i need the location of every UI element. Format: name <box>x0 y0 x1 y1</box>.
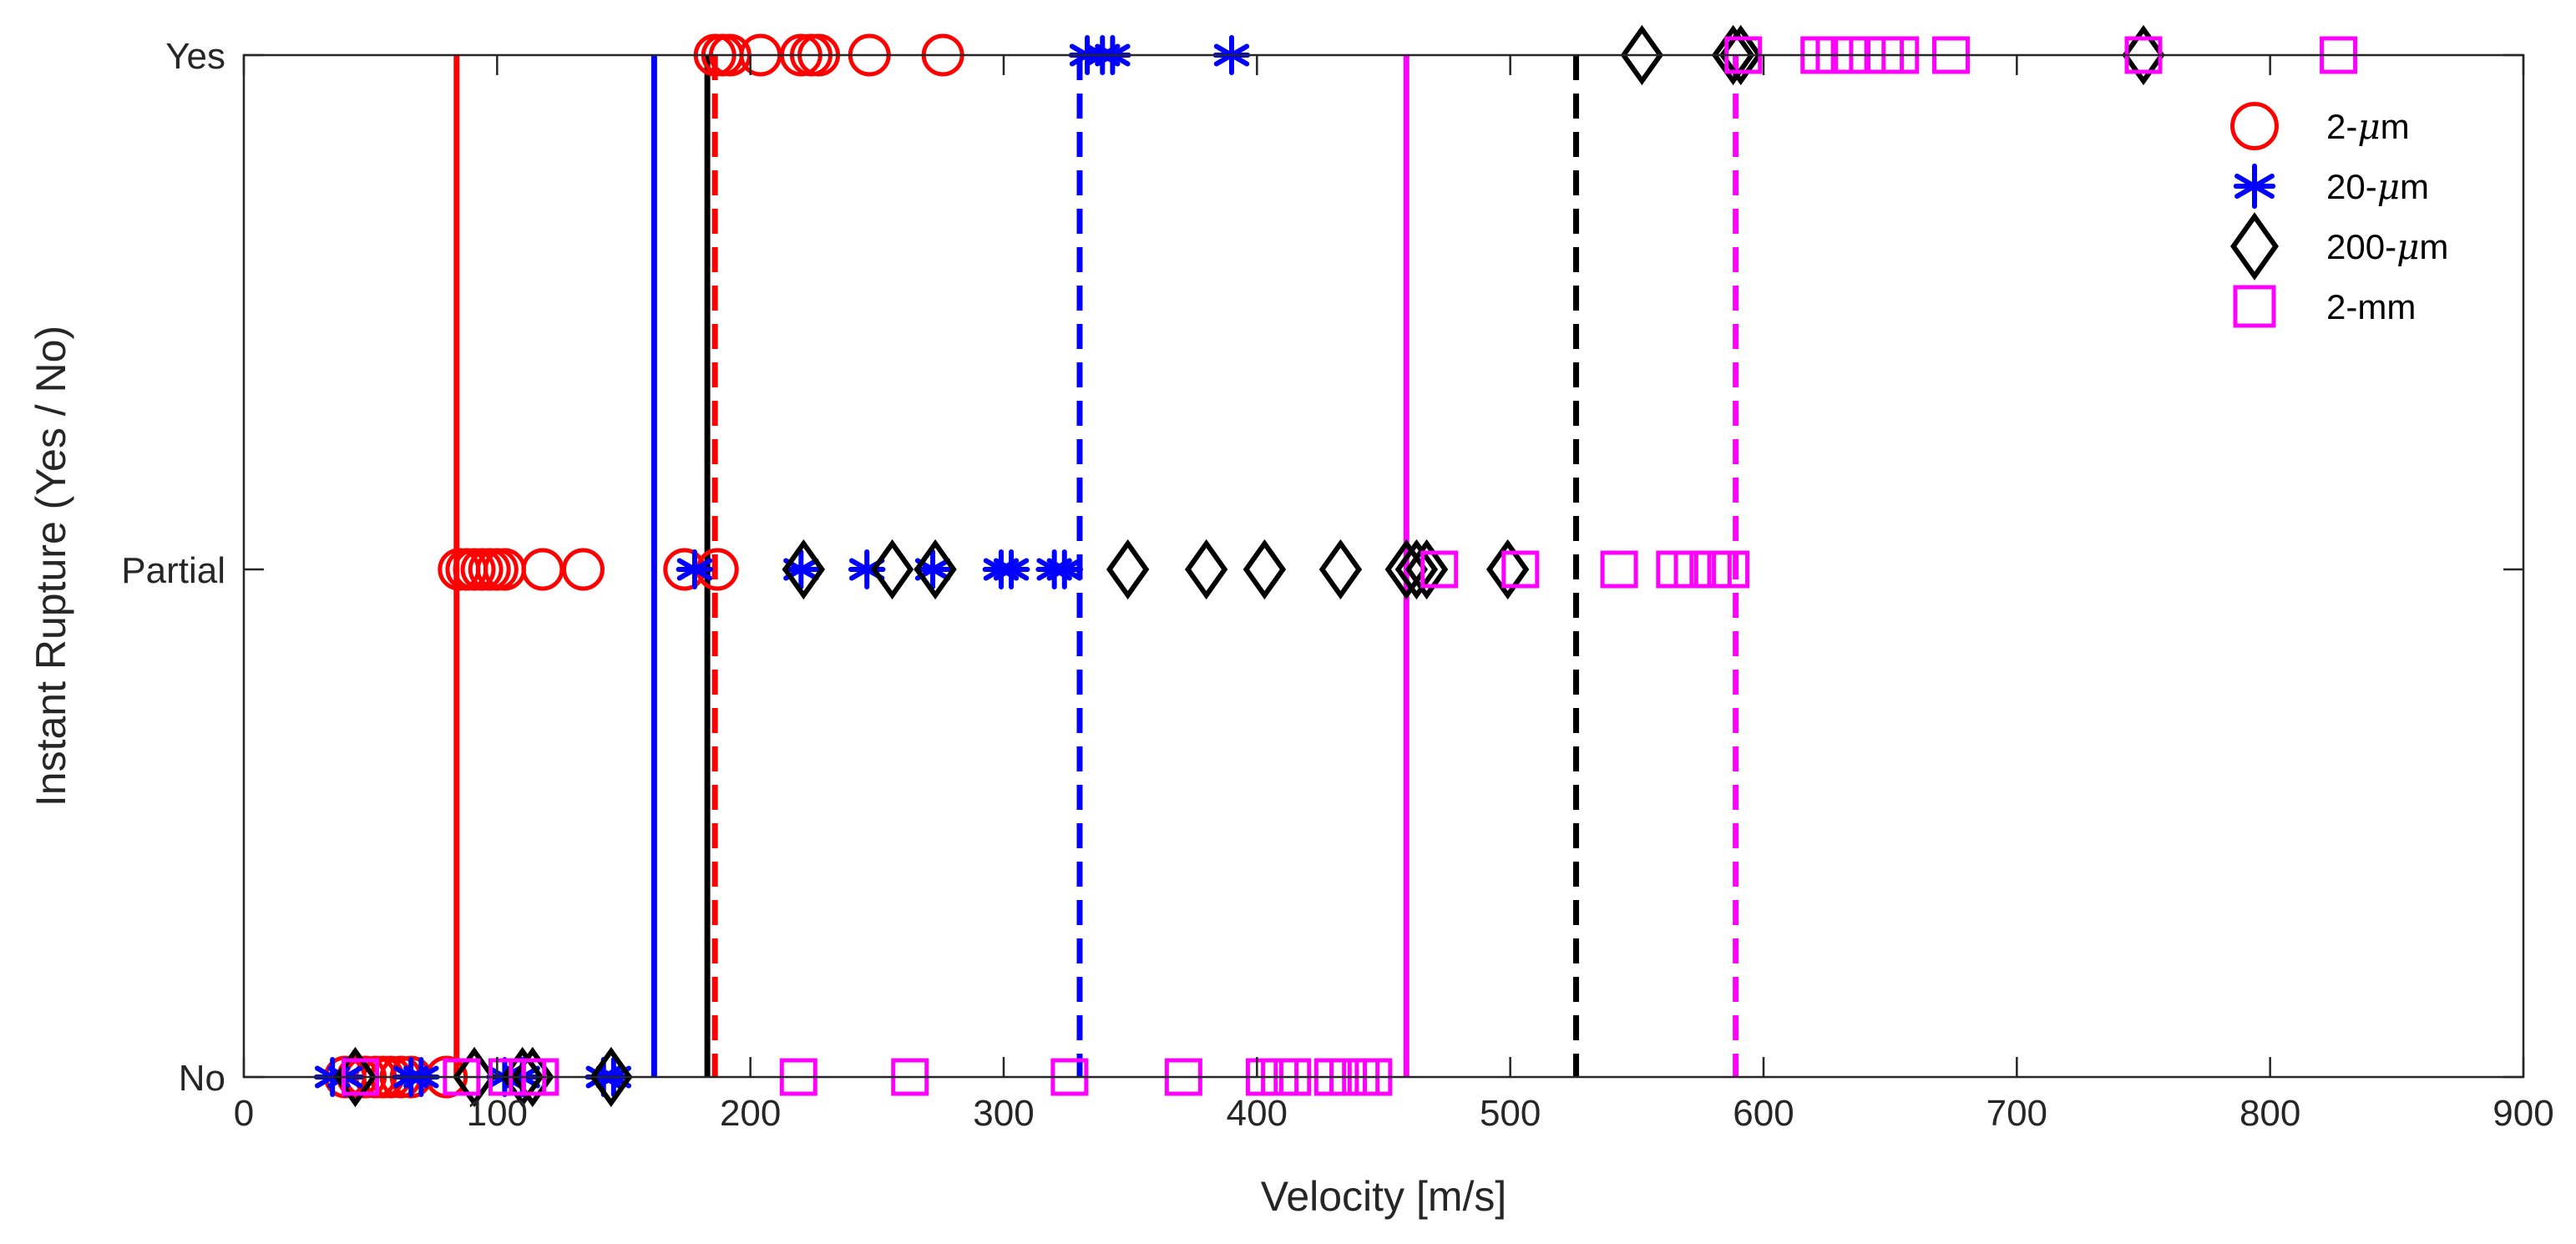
y-axis-title: Instant Rupture (Yes / No) <box>28 326 74 807</box>
y-tick-label-2: Yes <box>165 36 225 77</box>
data-point-diamond-2-11 <box>1318 539 1363 600</box>
plot-area-frame <box>242 53 2525 1079</box>
data-point-diamond-2-10 <box>1242 539 1287 600</box>
legend-label-1: 20-μm <box>2326 166 2429 207</box>
data-point-asterisk-1-11 <box>913 549 952 589</box>
x-tick-label-3: 300 <box>973 1093 1034 1134</box>
legend-marker-diamond <box>2230 212 2279 281</box>
y-tick-label-0: No <box>179 1058 225 1099</box>
data-point-diamond-2-6 <box>870 539 914 600</box>
data-point-asterisk-1-9 <box>782 549 820 589</box>
y-tick-label-1: Partial <box>121 550 225 591</box>
data-point-diamond-2-5 <box>782 539 826 600</box>
x-tick-label-9: 900 <box>2492 1093 2553 1134</box>
data-point-diamond-2-17 <box>1711 24 1755 86</box>
data-point-diamond-2-1 <box>453 1046 496 1108</box>
data-point-diamond-2-9 <box>1184 539 1228 600</box>
data-point-diamond-2-19 <box>2122 24 2165 86</box>
data-point-circle-0-17 <box>561 548 605 591</box>
data-point-asterisk-1-8 <box>676 549 714 589</box>
legend-marker-asterisk <box>2233 163 2276 210</box>
data-point-square-3-18 <box>1600 550 1638 589</box>
data-point-asterisk-1-15 <box>1045 549 1084 589</box>
y-axis: No Partial Yes <box>121 36 2523 1099</box>
data-point-asterisk-1-10 <box>848 549 886 589</box>
legend-label-0: 2-μm <box>2326 106 2410 147</box>
legend-marker-square <box>2233 285 2276 328</box>
data-point-asterisk-1-13 <box>992 549 1030 589</box>
data-point-square-3-20 <box>1673 550 1712 589</box>
data-point-square-3-17 <box>1501 550 1540 589</box>
data-point-circle-0-16 <box>521 548 564 591</box>
data-point-diamond-2-12 <box>1384 539 1428 600</box>
data-point-diamond-2-8 <box>1106 539 1150 600</box>
x-tick-label-5: 500 <box>1480 1093 1541 1134</box>
data-point-diamond-2-13 <box>1394 539 1439 600</box>
threshold-lines <box>453 55 1739 1077</box>
legend: 2-μm 20-μm 200-μm 2-mm <box>2230 102 2448 328</box>
data-point-diamond-2-16 <box>1620 24 1664 86</box>
legend-label-3: 2-mm <box>2326 287 2416 326</box>
x-tick-label-7: 700 <box>1986 1093 2047 1134</box>
legend-label-2: 200-μm <box>2326 226 2448 267</box>
x-tick-label-0: 0 <box>234 1093 254 1134</box>
x-axis-title: Velocity [m/s] <box>1261 1173 1507 1220</box>
x-tick-label-8: 800 <box>2239 1093 2300 1134</box>
x-tick-label-1: 100 <box>467 1093 528 1134</box>
data-point-square-3-16 <box>1420 550 1459 589</box>
data-point-diamond-2-15 <box>1485 539 1530 600</box>
x-tick-label-4: 400 <box>1227 1093 1288 1134</box>
data-point-square-3-22 <box>1712 550 1750 589</box>
x-tick-label-6: 600 <box>1733 1093 1794 1134</box>
legend-marker-circle <box>2230 102 2279 150</box>
data-point-diamond-2-4 <box>590 1046 633 1108</box>
x-tick-label-2: 200 <box>720 1093 781 1134</box>
x-axis: 0 100 200 300 400 500 600 700 800 900 <box>234 55 2554 1134</box>
data-point-diamond-2-7 <box>913 539 957 600</box>
data-point-diamond-2-14 <box>1404 539 1449 600</box>
